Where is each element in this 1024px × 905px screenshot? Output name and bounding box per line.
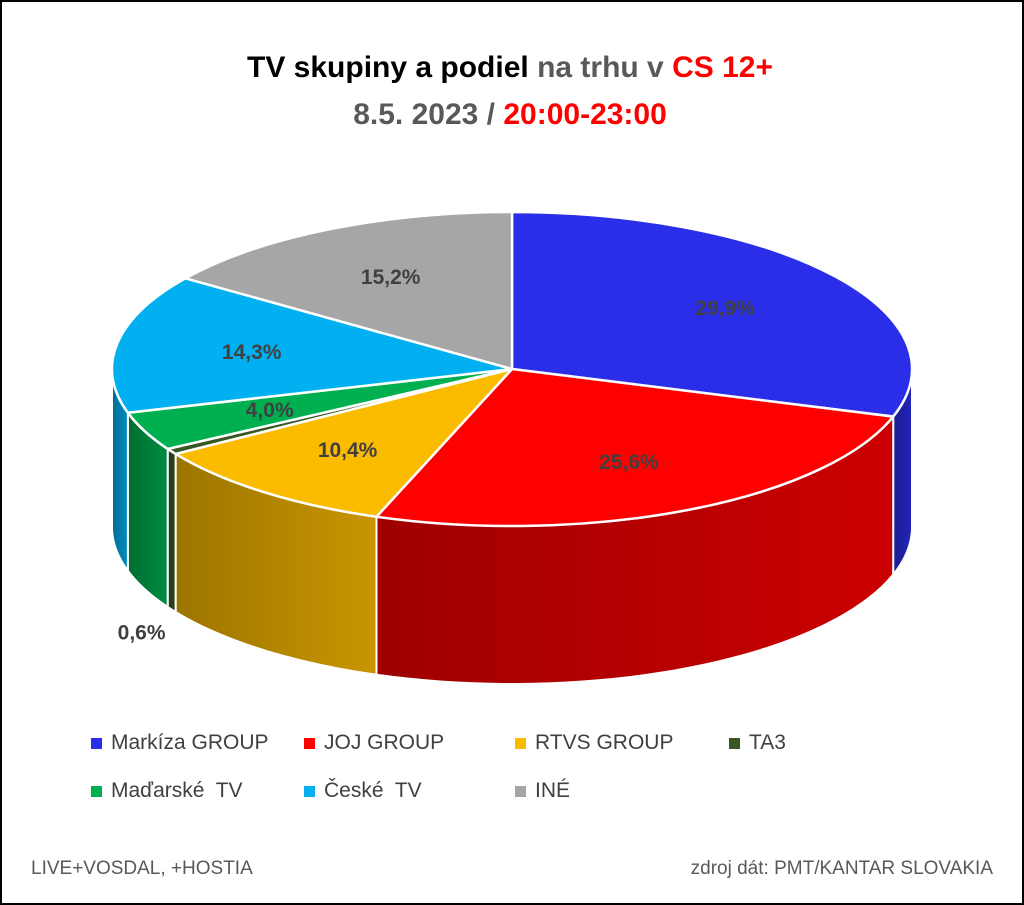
legend-swatch — [304, 785, 315, 797]
subtitle-date: 8.5. 2023 / — [353, 98, 495, 131]
data-label-joj-group: 25,6% — [599, 451, 659, 474]
legend-swatch — [91, 737, 102, 749]
legend-label: JOJ GROUP — [324, 731, 445, 754]
legend-swatch — [304, 737, 315, 749]
data-label-markiza-group: 29,9% — [695, 297, 755, 320]
legend-label: České TV — [324, 779, 422, 802]
chart-subtitle: 8.5. 2023 / 20:00-23:00 — [0, 95, 1020, 135]
data-label-madarske-tv: 4,0% — [246, 399, 294, 422]
legend-label: INÉ — [535, 779, 571, 802]
legend-item-madarske-tv: Maďarské TV — [91, 777, 243, 805]
data-label-ine: 15,2% — [361, 266, 421, 289]
legend-label: Markíza GROUP — [111, 731, 269, 754]
pie-slice-markiza-group — [510, 210, 914, 418]
legend-label: TA3 — [749, 731, 786, 754]
subtitle-time: 20:00-23:00 — [503, 98, 667, 131]
footer-source: zdroj dát: PMT/KANTAR SLOVAKIA — [690, 858, 993, 879]
title-part-red: CS 12+ — [672, 51, 773, 84]
legend-item-ceske-tv: České TV — [304, 777, 422, 805]
legend-swatch — [729, 737, 740, 749]
legend-swatch — [515, 737, 526, 749]
legend-swatch — [91, 785, 102, 797]
legend-item-rtvs-group: RTVS GROUP — [515, 729, 673, 757]
legend-item-markiza-group: Markíza GROUP — [91, 729, 269, 757]
pie-slice-joj-group — [375, 367, 895, 528]
footer-note: LIVE+VOSDAL, +HOSTIA — [31, 858, 253, 879]
legend-item-ta3: TA3 — [729, 729, 786, 757]
legend-item-ine: INÉ — [515, 777, 570, 805]
pie-slice-ceske-tv — [110, 277, 514, 415]
pie-side-ta3 — [166, 447, 177, 613]
chart-title: TV skupiny a podiel na trhu v CS 12+ — [0, 48, 1020, 88]
data-label-rtvs-group: 10,4% — [318, 439, 378, 462]
legend-label: RTVS GROUP — [535, 731, 674, 754]
title-part-gray: na trhu v — [537, 51, 664, 84]
legend-item-joj-group: JOJ GROUP — [304, 729, 444, 757]
pie-slice-ine — [184, 210, 514, 371]
title-part-black: TV skupiny a podiel — [247, 51, 529, 84]
data-label-ta3: 0,6% — [118, 622, 166, 645]
legend-label: Maďarské TV — [111, 779, 243, 802]
legend-swatch — [515, 785, 526, 797]
data-label-ceske-tv: 14,3% — [222, 341, 282, 364]
pie-slice-rtvs-group — [174, 367, 514, 518]
